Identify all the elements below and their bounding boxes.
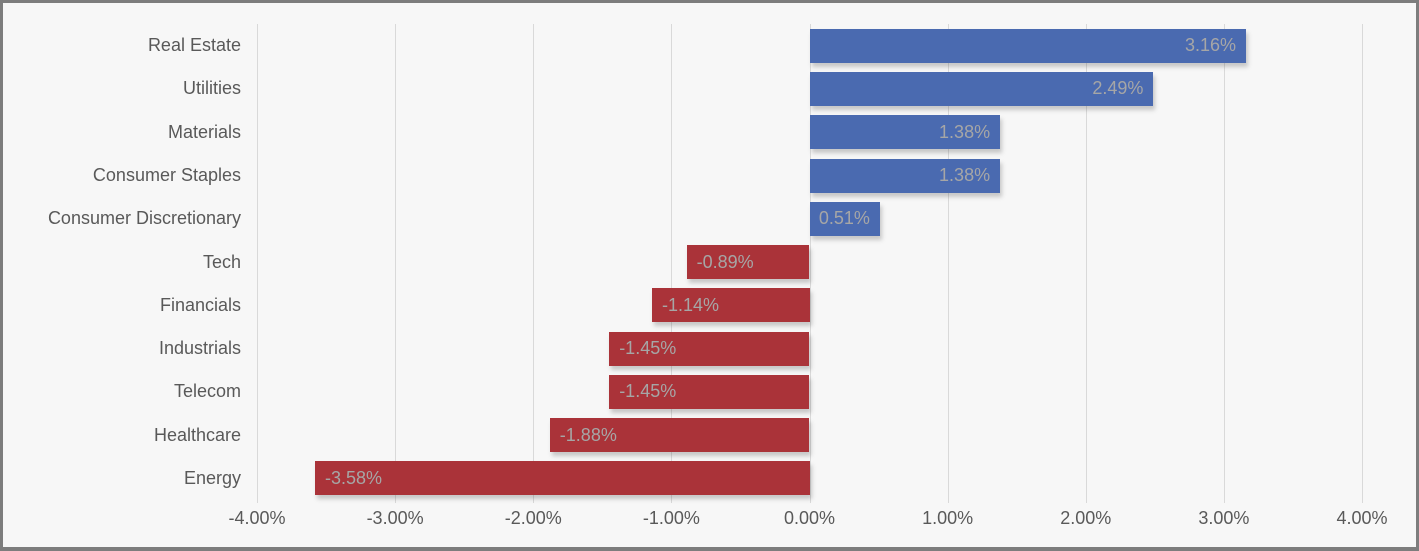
bar-industrials: -1.45% <box>609 331 810 366</box>
category-label: Materials <box>167 121 241 142</box>
value-label: -1.45% <box>619 338 677 358</box>
x-axis-tick-label: -3.00% <box>366 508 424 528</box>
gridline <box>1085 24 1087 503</box>
value-label: -0.89% <box>696 251 754 272</box>
value-label: 2.49% <box>1092 78 1144 99</box>
gridline <box>1362 24 1363 503</box>
value-label: 0.51% <box>818 208 870 229</box>
bar-consumer-discretionary: 0.51% <box>809 201 880 236</box>
bar-consumer-staples: 1.38% <box>809 158 1001 193</box>
x-axis-tick-label: 1.00% <box>922 508 974 528</box>
bar-energy: -3.58% <box>315 461 810 496</box>
value-label: -3.58% <box>325 467 383 488</box>
value-label: 1.38% <box>939 165 991 185</box>
sector-performance-bar-chart: -4.00% -3.00% -2.00% -1.00% 0.00% 1.00% 2.00% 3… <box>3 3 1416 547</box>
value-label: -1.45% <box>619 381 677 402</box>
bar-financials: -1.14% <box>652 288 810 323</box>
gridline <box>809 24 811 503</box>
x-axis-tick-label: -1.00% <box>642 508 700 528</box>
gridline <box>533 24 535 503</box>
category-label: Consumer Staples <box>92 164 241 185</box>
bar-healthcare: -1.88% <box>549 418 810 453</box>
category-label: Financials <box>159 294 241 315</box>
gridline <box>1223 24 1225 503</box>
bar-materials: 1.38% <box>809 115 1001 150</box>
gridline <box>947 24 949 503</box>
value-label: -1.88% <box>559 424 617 445</box>
x-axis-tick-label: 2.00% <box>1060 508 1112 528</box>
gridline <box>671 24 673 503</box>
category-label: Utilities <box>182 78 241 99</box>
x-axis-tick-label: 4.00% <box>1336 508 1388 528</box>
category-label: Real Estate <box>147 35 241 56</box>
category-label: Industrials <box>158 338 241 359</box>
bar-utilities: 2.49% <box>809 71 1154 106</box>
x-axis-tick-label: -4.00% <box>228 508 286 528</box>
category-label: Tech <box>202 251 241 272</box>
gridline <box>395 24 397 503</box>
value-label: -1.14% <box>662 294 720 315</box>
x-axis-tick-label: 3.00% <box>1198 508 1250 528</box>
bar-tech: -0.89% <box>686 245 810 279</box>
category-label: Consumer Discretionary <box>47 208 241 229</box>
bar-real-estate: 3.16% <box>809 28 1246 63</box>
value-label: 3.16% <box>1184 35 1236 56</box>
category-label: Healthcare <box>153 424 241 445</box>
x-axis-tick-label: -2.00% <box>504 508 562 528</box>
category-label: Telecom <box>173 381 241 402</box>
x-axis-tick-label: 0.00% <box>783 508 836 528</box>
value-label: 1.38% <box>939 121 991 142</box>
bar-telecom: -1.45% <box>609 374 810 409</box>
gridline <box>257 24 258 503</box>
category-label: Energy <box>183 467 241 488</box>
